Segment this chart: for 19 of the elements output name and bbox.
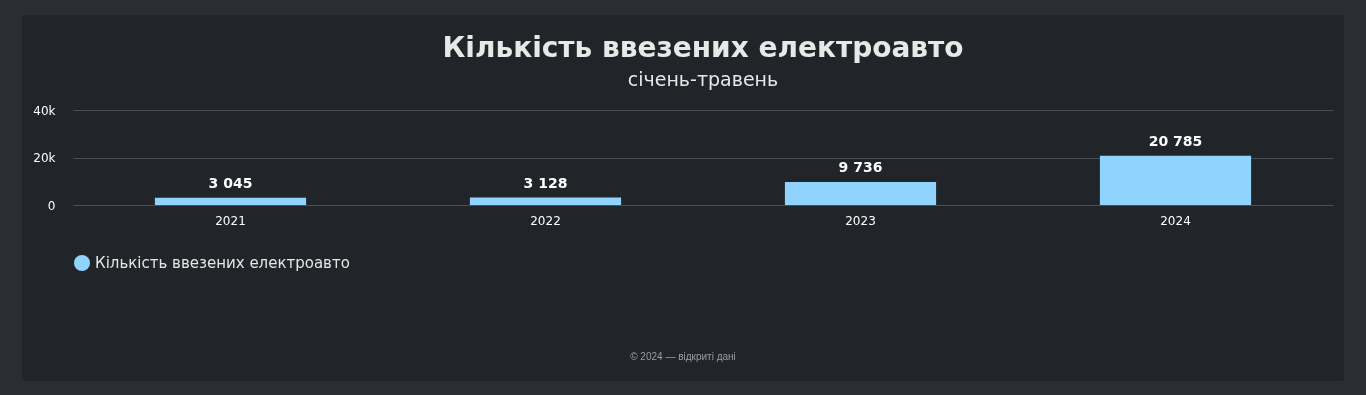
chart-subtitle: січень-травень [627, 68, 779, 90]
data-label: 20 785 [1148, 132, 1203, 149]
y-tick-label: 20k [33, 151, 56, 165]
text: © 2024 — відкриті дані [629, 351, 737, 362]
x-tick-label: 2023 [845, 213, 876, 228]
x-tick-label: 2022 [530, 213, 561, 228]
chart-title: Кількість ввезених електроавто [442, 31, 964, 64]
bar [154, 197, 307, 205]
bar [784, 181, 937, 205]
bar [469, 197, 622, 205]
bar [1099, 155, 1252, 205]
y-tick-label: 40k [33, 103, 56, 118]
data-label: 3 045 [208, 174, 253, 191]
legend-label: Кількість ввезених електроавто [95, 254, 350, 272]
x-tick-label: 2021 [215, 213, 246, 228]
data-label: 3 128 [523, 174, 568, 191]
x-tick-label: 2024 [1160, 213, 1191, 228]
y-tick-label: 0 [47, 198, 56, 213]
data-label: 9 736 [838, 158, 883, 175]
